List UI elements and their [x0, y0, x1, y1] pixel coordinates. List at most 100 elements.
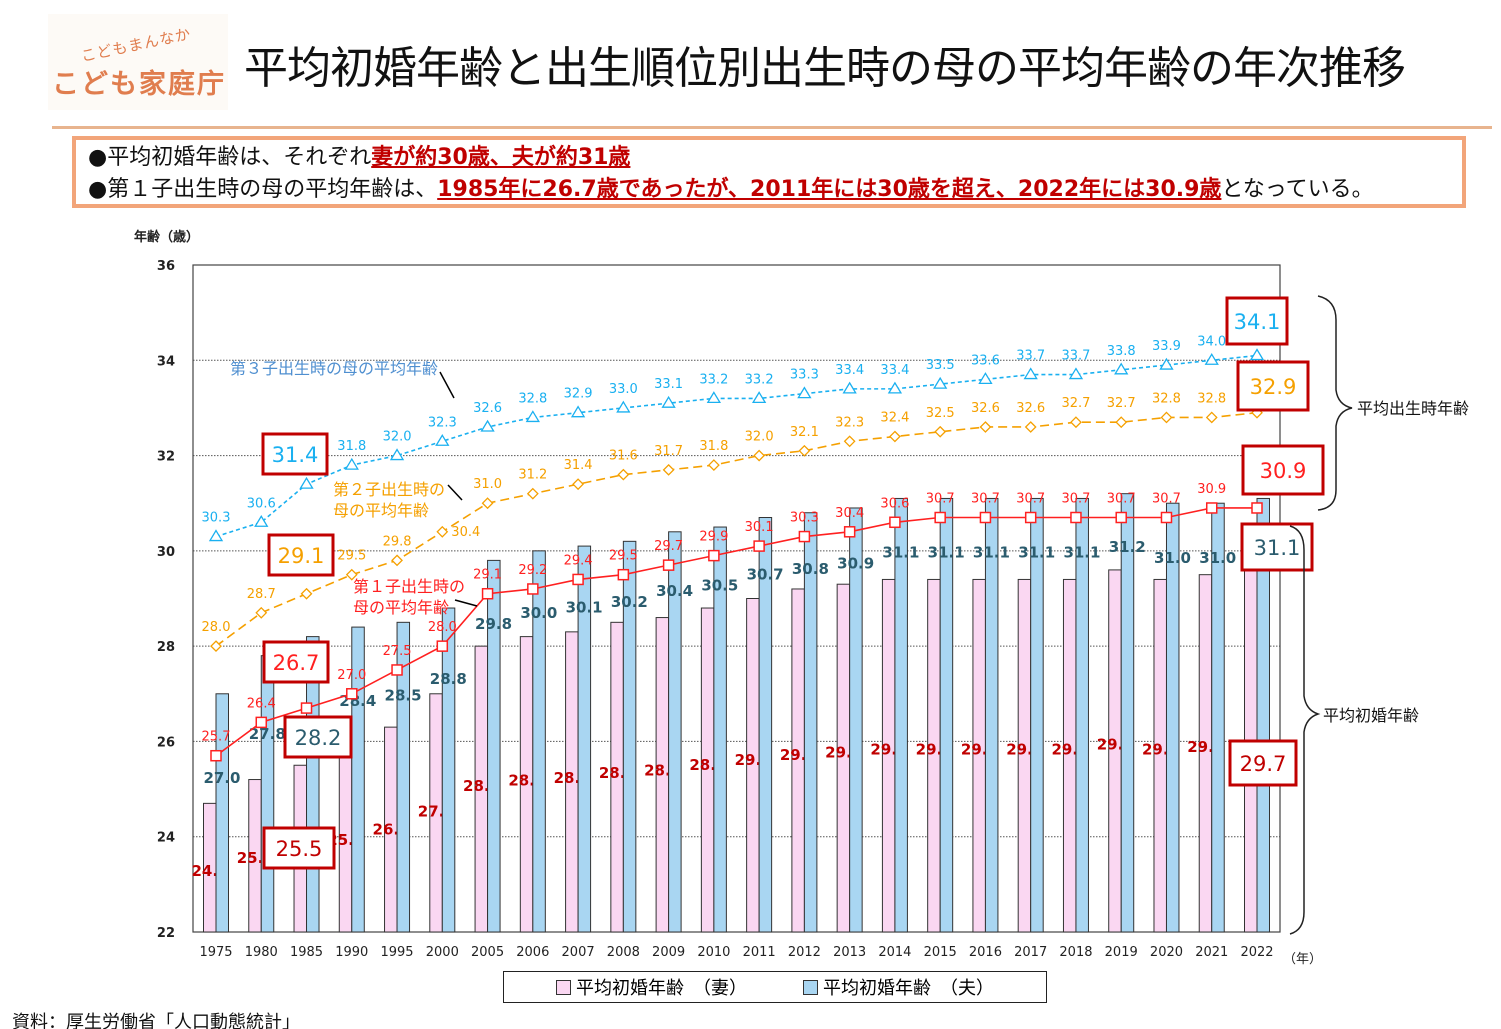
plot-frame: [192, 264, 1281, 933]
marker-square: [889, 516, 901, 529]
marker-square: [1024, 511, 1037, 524]
marker-diamond: [300, 587, 313, 600]
data-label-line: 32.8: [1152, 391, 1181, 406]
line-series: [215, 411, 1258, 647]
x-tick-label: 2000: [426, 945, 459, 960]
data-label-husband: 31.0: [1154, 549, 1191, 567]
marker-triangle: [1249, 348, 1265, 361]
data-label-line: 32.1: [790, 425, 819, 440]
data-label-husband: 30.7: [747, 566, 784, 584]
bar-husband: [622, 540, 637, 933]
brace: [1317, 295, 1353, 511]
callout-box: [283, 715, 353, 759]
marker-triangle: [842, 381, 857, 394]
marker-triangle: [389, 448, 405, 461]
data-label-line: 30.7: [926, 492, 955, 507]
data-label-line: 31.8: [699, 439, 728, 454]
marker-triangle: [706, 391, 722, 404]
summary-emphasis: 1985年に26.7歳であったが、2011年には30歳を超え、2022年には30…: [437, 177, 1222, 202]
legend-label: 平均初婚年齢 （妻）: [576, 978, 747, 999]
callout-box: [1225, 296, 1289, 346]
marker-diamond: [843, 435, 856, 448]
x-axis-unit: （年）: [1283, 952, 1322, 967]
data-label-line: 27.5: [383, 644, 412, 659]
data-label-husband: 27.8: [249, 725, 286, 743]
x-tick-label: 1985: [290, 945, 323, 960]
data-label-line: 30.7: [971, 492, 1000, 507]
data-label-line: 29.9: [699, 530, 728, 545]
line-series: [215, 354, 1258, 538]
data-label-line: 32.9: [564, 387, 593, 402]
data-label-line: 32.0: [383, 430, 412, 445]
data-label-line: 32.8: [1197, 391, 1226, 406]
x-tick-label: 2015: [924, 945, 957, 960]
marker-square: [708, 549, 720, 562]
data-label-line: 33.3: [790, 368, 819, 383]
bar-husband: [803, 512, 818, 933]
marker-diamond: [979, 421, 992, 433]
marker-square: [391, 664, 403, 676]
summary-text: となっている。: [1221, 177, 1374, 202]
series-annotation: 母の平均年齢: [353, 598, 449, 617]
marker-triangle: [525, 410, 540, 423]
data-label-husband: 28.8: [430, 670, 467, 688]
marker-square: [1070, 511, 1082, 524]
marker-triangle: [887, 381, 903, 394]
callout-value: 26.7: [273, 651, 320, 675]
marker-square: [481, 587, 494, 600]
callout-value: 25.5: [276, 837, 323, 861]
data-label-line: 29.7: [654, 539, 683, 554]
bar-husband: [396, 621, 411, 933]
marker-diamond: [753, 449, 766, 462]
marker-diamond: [345, 568, 358, 581]
data-label-line: 30.6: [247, 496, 276, 511]
y-tick-label: 36: [157, 259, 175, 274]
x-tick-label: 1980: [245, 945, 278, 960]
page-title: 平均初婚年齢と出生順位別出生時の母の平均年齢の年次推移: [244, 43, 1406, 94]
callout-value: 31.4: [272, 443, 319, 467]
data-label-husband: 30.2: [611, 593, 648, 611]
marker-square: [617, 568, 630, 581]
bar-husband: [577, 545, 592, 933]
marker-square: [934, 511, 946, 524]
y-tick-label: 30: [157, 545, 175, 560]
data-label-line: 32.3: [835, 415, 864, 430]
bar-husband: [1165, 502, 1180, 933]
callout-box: [1241, 444, 1325, 496]
data-label-line: 33.9: [1152, 339, 1181, 354]
data-label-line: 33.6: [971, 353, 1000, 368]
marker-diamond: [1070, 416, 1082, 429]
x-tick-label: 2020: [1150, 945, 1183, 960]
data-label-line: 32.0: [745, 430, 774, 445]
brace-label: 平均出生時年齢: [1357, 399, 1469, 418]
callout-value: 29.7: [1240, 752, 1287, 776]
bar-husband: [758, 517, 773, 933]
marker-square: [662, 559, 675, 571]
marker-triangle: [616, 400, 631, 413]
marker-square: [527, 583, 539, 595]
x-tick-label: 1995: [380, 945, 413, 960]
data-label-husband: 31.2: [1109, 538, 1146, 556]
callout-value: 31.1: [1254, 536, 1301, 560]
data-label-line: 31.7: [654, 444, 683, 459]
legend-swatch: [556, 980, 571, 995]
data-label-line: 33.2: [745, 372, 774, 387]
callout-value: 34.1: [1234, 310, 1281, 334]
marker-square: [1205, 502, 1218, 514]
legend-item-husband: 平均初婚年齢 （夫）: [803, 974, 994, 1000]
marker-square: [346, 688, 358, 700]
arrow: [439, 371, 455, 399]
callout-value: 32.9: [1250, 375, 1297, 399]
series-annotation: 第３子出生時の母の平均年齢: [230, 359, 438, 378]
data-label-line: 30.7: [1152, 492, 1181, 507]
data-label-line: 28.7: [247, 587, 276, 602]
data-label-line: 33.0: [609, 382, 638, 397]
data-label-line: 30.9: [1197, 482, 1226, 497]
marker-triangle: [1159, 357, 1174, 370]
y-tick-label: 32: [157, 450, 175, 465]
marker-diamond: [798, 444, 811, 457]
marker-square: [798, 530, 811, 543]
summary-text: ●平均初婚年齢は、それぞれ: [88, 145, 372, 170]
x-tick-label: 2008: [607, 945, 640, 960]
